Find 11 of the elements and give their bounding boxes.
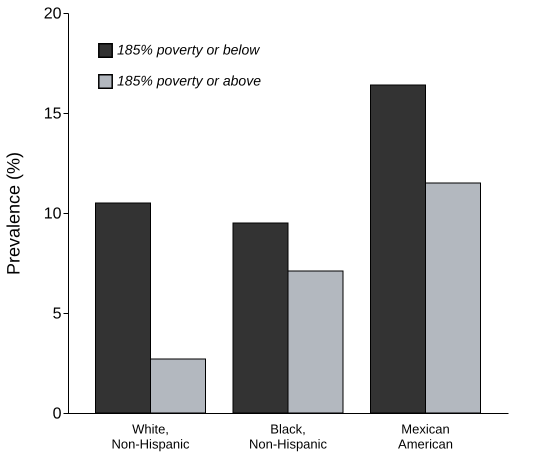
legend-label: 185% poverty or above xyxy=(117,72,262,88)
y-tick-label: 20 xyxy=(44,6,62,22)
y-tick-label: 0 xyxy=(52,406,62,422)
x-tick-label: Mexican American xyxy=(398,422,453,452)
x-tick-label: White, Non-Hispanic xyxy=(111,422,190,452)
y-tick-label: 10 xyxy=(44,206,62,222)
y-axis-title: Prevalence (%) xyxy=(4,152,24,276)
y-tick-label: 5 xyxy=(52,306,62,322)
y-tick-label: 15 xyxy=(44,106,62,122)
legend-label: 185% poverty or below xyxy=(117,42,260,58)
x-tick-label: Black, Non-Hispanic xyxy=(248,422,328,452)
